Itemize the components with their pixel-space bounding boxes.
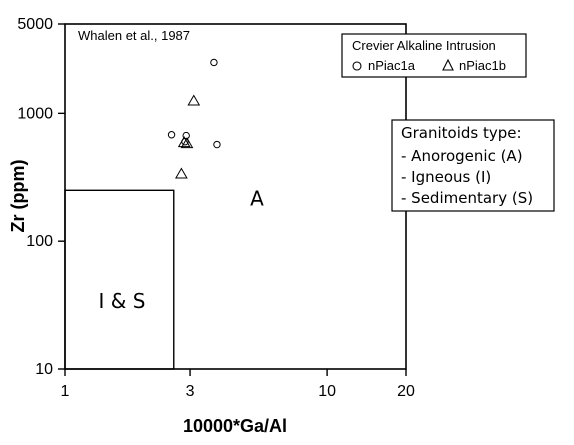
region-a-label: A: [250, 187, 264, 211]
info-box-line: - Sedimentary (S): [401, 189, 533, 207]
region-i-and-s-label: I & S: [99, 289, 146, 313]
x-tick-label: 20: [397, 383, 415, 400]
data-point-circle: [167, 131, 176, 139]
citation-annotation: Whalen et al., 1987: [78, 28, 190, 43]
y-tick-label: 1000: [17, 105, 53, 122]
info-box-frame: [391, 119, 555, 212]
y-tick-label: 100: [26, 233, 53, 250]
legend-triangle-marker: [442, 58, 454, 71]
y-axis-ticks: 10 100 1000 5000: [17, 16, 65, 378]
info-box-line: - Igneous (I): [401, 168, 491, 186]
y-tick-label: 5000: [17, 16, 53, 33]
x-tick-label: 10: [318, 383, 336, 400]
data-point-triangle: [187, 94, 201, 106]
granitoid-type-box: Granitoids type: - Anorogenic (A) - Igne…: [391, 119, 555, 212]
region-i-and-s-box: [64, 189, 175, 370]
data-point-triangle: [175, 167, 188, 179]
legend-circle-marker: [352, 61, 362, 71]
data-point-circle: [213, 140, 221, 149]
info-box-line: - Anorogenic (A): [401, 147, 523, 165]
info-box-title: Granitoids type:: [401, 124, 522, 142]
legend-box: [341, 33, 527, 78]
y-axis-title: Zr (ppm): [8, 160, 28, 233]
legend-entry-label: nPiac1a: [368, 58, 416, 73]
legend-title: Crevier Alkaline Intrusion: [352, 38, 496, 53]
x-tick-label: 1: [61, 383, 70, 400]
legend-entry-label: nPiac1b: [459, 58, 506, 73]
data-point-triangle: [177, 136, 191, 148]
legend: Crevier Alkaline Intrusion nPiac1a nPiac…: [341, 33, 527, 78]
data-point-triangle: [180, 137, 194, 149]
data-point-circle: [210, 58, 218, 67]
x-axis-ticks: 1 3 10 20: [61, 369, 415, 400]
x-tick-label: 3: [186, 383, 195, 400]
x-axis-title: 10000*Ga/Al: [183, 416, 287, 436]
y-tick-label: 10: [35, 361, 53, 378]
data-points: [167, 58, 221, 179]
